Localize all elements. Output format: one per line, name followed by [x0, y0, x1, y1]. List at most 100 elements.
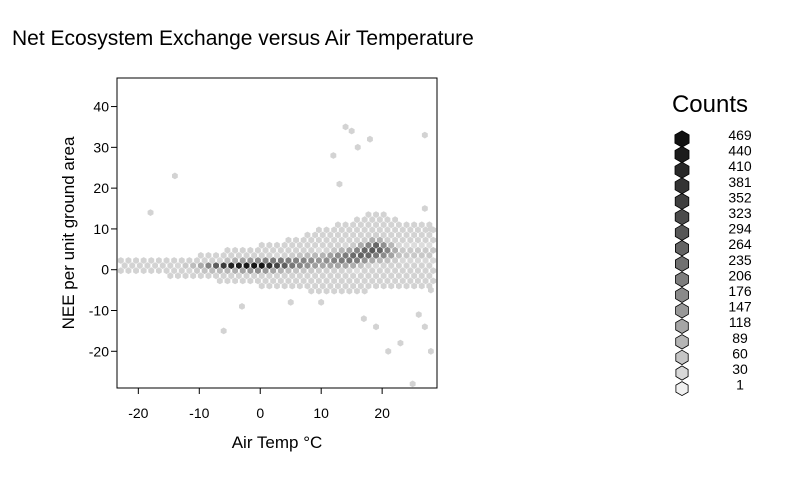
hex-cell	[384, 246, 391, 254]
hex-cell	[258, 241, 265, 249]
hex-cell	[376, 257, 383, 264]
hex-cell	[270, 277, 277, 285]
hex-cell	[392, 277, 398, 285]
hex-cell	[346, 257, 353, 264]
hex-cell	[182, 272, 189, 280]
hex-cell	[354, 226, 360, 234]
hex-cell	[407, 257, 414, 264]
hex-cell	[270, 257, 277, 264]
hex-cell	[399, 226, 406, 234]
hex-cell	[224, 246, 231, 254]
hex-cell	[346, 277, 353, 285]
hex-cell	[266, 262, 273, 269]
hex-cell	[289, 252, 296, 259]
plot-frame	[116, 77, 438, 389]
hex-cell	[376, 267, 383, 275]
hex-cell	[338, 267, 345, 275]
hex-cell	[323, 246, 330, 254]
hex-cell	[285, 257, 292, 264]
hex-cell	[361, 226, 368, 234]
hex-cell	[239, 277, 246, 285]
hex-cell-outlier	[415, 311, 422, 318]
hex-cell	[312, 262, 318, 269]
hex-cell	[117, 257, 124, 264]
hex-cell	[407, 236, 414, 244]
hex-cell	[281, 241, 288, 249]
hex-cell	[312, 252, 318, 259]
hex-cell	[293, 267, 299, 275]
hex-cell	[296, 272, 303, 280]
hex-cell	[300, 246, 307, 254]
hex-cell	[296, 262, 303, 269]
legend-swatch	[675, 318, 689, 334]
hex-cell	[300, 257, 307, 264]
hex-cell	[327, 241, 334, 249]
hex-cell	[365, 221, 372, 229]
hex-cell	[255, 277, 261, 285]
hex-cell-outlier	[318, 298, 325, 306]
hex-cell	[335, 272, 341, 280]
legend-swatch	[675, 381, 689, 397]
hex-cell	[285, 236, 292, 244]
hex-cell-outlier	[354, 143, 361, 151]
hex-cell	[197, 272, 204, 280]
hex-cell	[289, 241, 296, 249]
legend-swatch	[674, 193, 690, 210]
hex-cell	[415, 236, 421, 244]
x-tick-label: -10	[189, 405, 209, 421]
hex-cell	[175, 272, 181, 280]
hex-cell	[247, 267, 254, 275]
hex-cell	[369, 236, 376, 244]
hex-cell	[266, 282, 273, 290]
hex-cell	[392, 267, 398, 275]
hex-cell	[285, 277, 292, 285]
hex-cell	[335, 252, 341, 259]
hex-cell	[388, 272, 395, 280]
legend-level-label: 410	[728, 158, 752, 174]
hex-cell	[323, 226, 330, 234]
hex-cell	[171, 257, 178, 264]
hex-cell	[186, 257, 193, 264]
hex-cell	[388, 231, 395, 239]
hex-cell	[224, 257, 231, 264]
hex-cell	[327, 252, 334, 259]
hex-cell	[296, 282, 303, 290]
legend-swatch	[675, 287, 689, 303]
hex-cell	[125, 267, 132, 275]
hex-cell	[357, 221, 364, 229]
hex-cell	[144, 262, 151, 269]
hex-cell	[262, 246, 269, 254]
hex-cell	[380, 272, 387, 280]
hex-cell	[239, 267, 246, 275]
hex-cell	[411, 282, 418, 290]
hex-cell	[281, 252, 288, 259]
hex-cell	[289, 282, 296, 290]
hex-cell	[335, 221, 341, 229]
hex-cell	[396, 221, 402, 229]
hex-cell	[361, 267, 368, 275]
hex-cell	[415, 246, 421, 254]
hex-cell	[388, 221, 395, 229]
hex-cell	[422, 246, 429, 254]
hex-cell	[243, 262, 250, 269]
hex-cell	[205, 252, 212, 259]
hex-cell	[411, 241, 418, 249]
hex-cell	[239, 246, 246, 254]
hex-cell	[430, 267, 437, 275]
hex-cell-outlier	[421, 131, 428, 139]
hex-cell	[277, 277, 284, 285]
hex-cell	[388, 252, 395, 259]
hex-cell	[376, 216, 383, 224]
hex-cell	[308, 267, 315, 275]
legend-swatch	[674, 208, 690, 226]
legend-swatch	[675, 240, 689, 257]
hex-cell	[319, 282, 326, 290]
hex-cell	[338, 246, 345, 254]
legend-swatch	[675, 365, 689, 381]
hex-cell	[300, 236, 307, 244]
chart-title: Net Ecosystem Exchange versus Air Temper…	[12, 27, 474, 50]
hex-cell	[266, 241, 273, 249]
hex-cell	[205, 272, 212, 280]
x-tick-label: -20	[128, 405, 148, 421]
hex-cell	[129, 262, 136, 269]
